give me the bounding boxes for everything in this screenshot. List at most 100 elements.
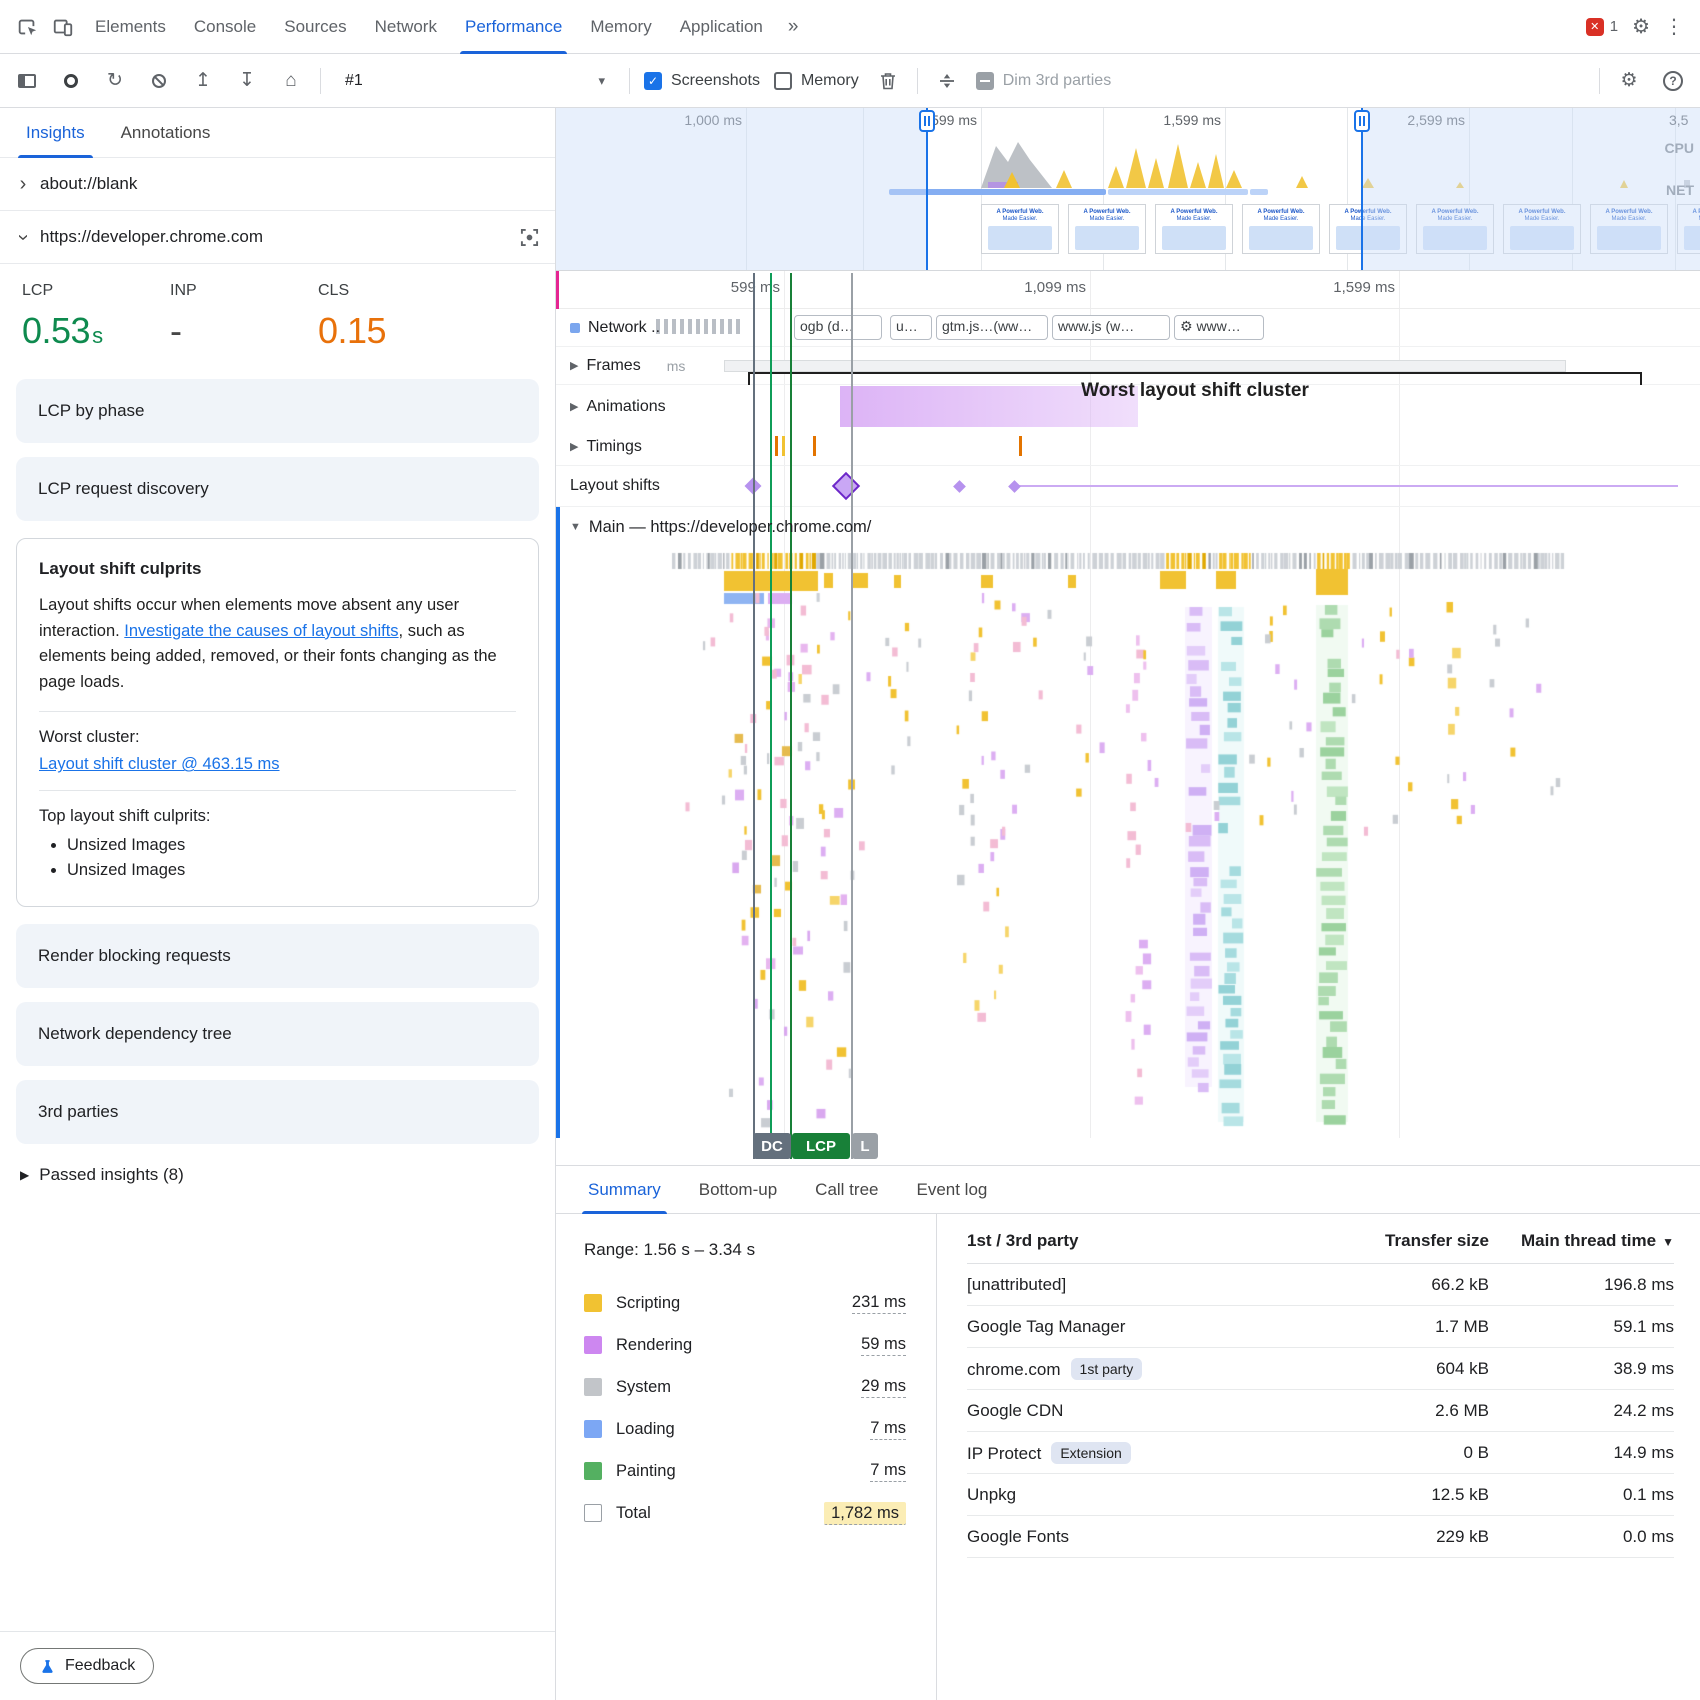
metric-inp[interactable]: INP - [170,282,197,351]
tab-call-tree[interactable]: Call tree [815,1179,879,1199]
layout-shift-diamond[interactable] [1008,480,1021,493]
filmstrip-screenshot[interactable]: A Powerful Web.Made Easier. [1155,204,1233,254]
insight-card-3rd-parties[interactable]: 3rd parties [16,1080,539,1145]
window-handle-right[interactable] [1354,108,1370,270]
col-party[interactable]: 1st / 3rd party [967,1230,1079,1250]
load-marker-chip[interactable]: L [852,1133,878,1159]
passed-insights-toggle[interactable]: ▶ Passed insights (8) [0,1151,555,1199]
memory-checkbox[interactable]: Memory [773,71,859,90]
load-profile-icon[interactable]: ↥ [195,70,211,91]
tab-elements[interactable]: Elements [95,16,166,36]
layout-shift-cluster-highlight [840,386,1138,427]
network-request-chip[interactable]: u… [890,315,932,340]
capture-screenshot-icon[interactable] [520,228,539,247]
tab-sources[interactable]: Sources [284,16,347,36]
filmstrip-screenshot[interactable]: A Powerful Web.Made Easier. [1329,204,1407,254]
tab-performance[interactable]: Performance [452,0,575,54]
home-icon[interactable]: ⌂ [285,69,297,91]
frame-row-developer-chrome[interactable]: › https://developer.chrome.com [0,211,555,264]
insight-card-render-blocking[interactable]: Render blocking requests [16,924,539,989]
filmstrip-screenshot[interactable]: A Powerful Web.Made Easier. [1242,204,1320,254]
investigate-link[interactable]: Investigate the causes of layout shifts [124,621,399,640]
timing-mark[interactable] [782,436,785,456]
tab-insights[interactable]: Insights [12,108,99,158]
tab-application[interactable]: Application [679,16,763,36]
toggle-sidebar-icon[interactable] [12,66,42,96]
tab-console[interactable]: Console [193,16,257,36]
timing-mark[interactable] [813,436,816,456]
total-swatch [584,1504,602,1522]
metric-cls[interactable]: CLS 0.15 [318,282,387,351]
table-row[interactable]: IP Protect Extension 0 B 14.9 ms [967,1432,1674,1474]
timeline-overview-minimap[interactable]: 1,000 ms 599 ms 1,599 ms 2,599 ms 3,5 [556,108,1700,271]
frames-track-toggle[interactable]: ▶ Frames ms [570,356,686,374]
insight-card-lcp-request-discovery[interactable]: LCP request discovery [16,457,539,521]
network-request-chip[interactable]: www.js (w… [1052,315,1170,340]
tab-summary[interactable]: Summary [574,1165,675,1214]
filmstrip-screenshot[interactable]: A Powerful Web.Made Easier. [1677,204,1700,254]
window-handle-left[interactable] [919,108,935,270]
settings-gear-icon[interactable]: ⚙ [1632,15,1650,38]
tab-annotations[interactable]: Annotations [120,122,211,142]
collect-garbage-icon[interactable] [873,66,903,96]
dim-label: Dim 3rd parties [1002,71,1112,89]
record-icon[interactable] [56,66,86,96]
frames-track: ▶ Frames ms [556,347,1700,385]
track-config-icon [570,322,580,333]
table-row[interactable]: chrome.com 1st party 604 kB 38.9 ms [967,1348,1674,1390]
metric-lcp[interactable]: LCP 0.53s [22,282,103,351]
lcp-marker-chip[interactable]: LCP [792,1133,850,1159]
filmstrip-screenshot[interactable]: A Powerful Web.Made Easier. [981,204,1059,254]
filmstrip-screenshot[interactable]: A Powerful Web.Made Easier. [1503,204,1581,254]
profile-history-select[interactable]: #1 ▾ [335,64,615,98]
table-row[interactable]: Google CDN 2.6 MB 24.2 ms [967,1390,1674,1432]
table-row[interactable]: Google Tag Manager 1.7 MB 59.1 ms [967,1306,1674,1348]
timings-track-toggle[interactable]: ▶ Timings [570,437,642,455]
timing-mark[interactable] [1019,436,1022,456]
more-tabs-icon[interactable]: » [787,15,799,37]
tab-memory[interactable]: Memory [590,16,652,36]
collapse-flame-icon[interactable] [932,66,962,96]
main-flame-chart[interactable] [556,547,1700,1138]
insight-card-network-tree[interactable]: Network dependency tree [16,1002,539,1067]
filmstrip-screenshot[interactable]: A Powerful Web.Made Easier. [1416,204,1494,254]
reload-record-icon[interactable]: ↻ [107,70,123,91]
tab-event-log[interactable]: Event log [916,1179,988,1199]
layout-shifts-track-toggle[interactable]: Layout shifts [570,477,660,494]
col-transfer-size[interactable]: Transfer size [1385,1230,1489,1250]
table-row[interactable]: Google Fonts 229 kB 0.0 ms [967,1516,1674,1558]
table-row[interactable]: Unpkg 12.5 kB 0.1 ms [967,1474,1674,1516]
error-badge[interactable]: ✕ 1 [1585,17,1618,36]
save-profile-icon[interactable]: ↧ [239,70,255,91]
inspect-icon[interactable] [10,10,44,44]
tab-network[interactable]: Network [374,16,437,36]
main-thread-toggle[interactable]: ▼ Main — https://developer.chrome.com/ [570,517,872,536]
layout-shift-diamond-selected[interactable] [831,471,861,501]
layout-shift-diamond[interactable] [953,480,966,493]
help-icon[interactable]: ? [1658,66,1688,96]
device-toolbar-icon[interactable] [46,10,80,44]
worst-cluster-link[interactable]: Layout shift cluster @ 463.15 ms [39,755,280,774]
insight-card-layout-shift-culprits[interactable]: Layout shift culprits Layout shifts occu… [16,538,539,908]
frame-row-about-blank[interactable]: › about://blank [0,158,555,211]
tab-bottom-up[interactable]: Bottom-up [698,1179,778,1199]
feedback-button[interactable]: Feedback [20,1648,155,1684]
animations-track-toggle[interactable]: ▶ Animations [570,397,666,415]
dcl-marker-chip[interactable]: DC [753,1133,791,1159]
kebab-menu-icon[interactable]: ⋮ [1664,15,1684,38]
network-track-toggle[interactable]: Network .. [556,319,660,337]
overview-ruler-label: 1,000 ms [684,112,742,128]
filmstrip-screenshot[interactable]: A Powerful Web.Made Easier. [1068,204,1146,254]
network-request-chip[interactable]: gtm.js…(ww… [936,315,1048,340]
dim-3rd-parties-toggle[interactable]: Dim 3rd parties [975,71,1112,90]
table-row[interactable]: [unattributed] 66.2 kB 196.8 ms [967,1264,1674,1306]
network-request-chip[interactable]: ogb (d… [794,315,882,340]
filmstrip-screenshot[interactable]: A Powerful Web.Made Easier. [1590,204,1668,254]
clear-icon[interactable] [144,66,174,96]
network-request-chip[interactable]: ⚙ www… [1174,315,1264,340]
insight-card-lcp-by-phase[interactable]: LCP by phase [16,379,539,443]
timing-mark[interactable] [775,436,778,456]
capture-settings-gear-icon[interactable]: ⚙ [1620,70,1638,91]
screenshots-checkbox[interactable]: ✓ Screenshots [644,71,760,90]
col-main-thread-time[interactable]: Main thread time ▼ [1521,1230,1674,1250]
